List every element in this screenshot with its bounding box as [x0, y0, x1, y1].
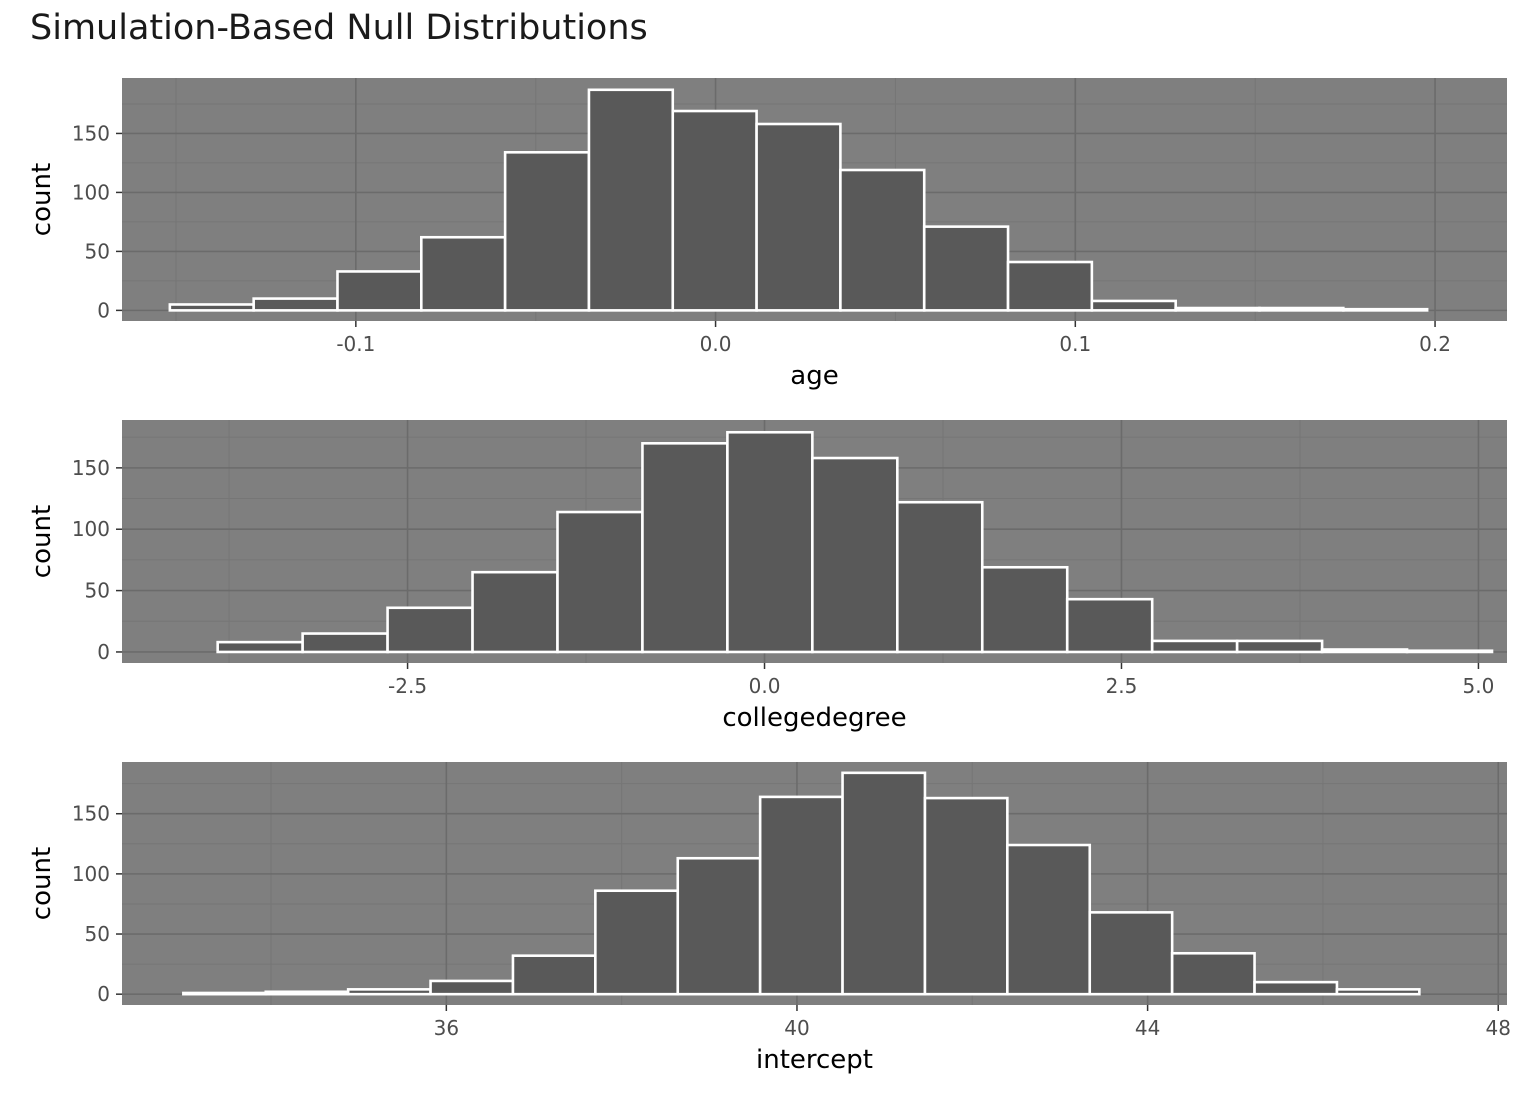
histogram-bar — [896, 500, 984, 654]
histogram-bar — [503, 151, 591, 312]
histogram-bar — [758, 795, 844, 996]
x-tick-label: -0.1 — [336, 332, 375, 356]
histogram-bar — [1235, 639, 1324, 654]
histogram-bar — [216, 640, 304, 654]
histogram-bar — [676, 856, 762, 996]
histogram-bar — [923, 796, 1009, 996]
histogram-bar — [841, 771, 927, 996]
histogram-bar — [1065, 597, 1154, 654]
histogram-bar — [301, 632, 389, 654]
histogram-bar — [1170, 951, 1256, 996]
x-tick-label: 0.1 — [1059, 332, 1091, 356]
histogram-bar — [1090, 299, 1177, 312]
histogram-bar — [420, 235, 507, 312]
y-tick-label: 100 — [72, 180, 110, 204]
y-tick-label: 50 — [85, 579, 110, 603]
y-tick-label: 150 — [72, 121, 110, 145]
histogram-bar — [594, 889, 680, 996]
histogram-bar — [671, 109, 758, 312]
y-tick-label: 50 — [85, 922, 110, 946]
histogram-bar — [386, 606, 474, 654]
x-tick-label: 0.0 — [749, 674, 781, 698]
histogram-bar — [641, 442, 729, 654]
y-tick-label: 100 — [72, 862, 110, 886]
histogram-bar — [1150, 639, 1239, 654]
x-tick-label: 0.2 — [1419, 332, 1451, 356]
histogram-bar — [1320, 648, 1409, 654]
histogram-panel-intercept: 36 40 44 48 0 50 100 150 intercept count — [27, 762, 1511, 1075]
x-tick-label: 44 — [1135, 1016, 1160, 1040]
histogram-bar — [922, 225, 1010, 312]
x-tick-label: 40 — [784, 1016, 809, 1040]
x-axis-title: intercept — [756, 1045, 873, 1075]
y-axis-title: count — [27, 163, 57, 236]
histogram-bar — [511, 954, 597, 996]
y-tick-label: 0 — [97, 982, 110, 1006]
histogram-bar — [1253, 980, 1339, 996]
histogram-bar — [168, 303, 255, 312]
histogram-bar — [1006, 843, 1092, 996]
histogram-bar — [346, 988, 432, 996]
histogram-bar — [1335, 988, 1421, 996]
y-tick-label: 50 — [85, 239, 110, 263]
histogram-bar — [726, 430, 814, 654]
histogram-bar — [264, 990, 350, 996]
y-tick-label: 150 — [72, 456, 110, 480]
histogram-bar — [556, 510, 644, 654]
x-axis-title: age — [790, 361, 838, 391]
y-tick-label: 0 — [97, 640, 110, 664]
histogram-panel-age: -0.1 0.0 0.1 0.2 0 50 100 150 age count — [27, 78, 1507, 391]
histogram-bar — [471, 570, 559, 654]
histogram-bar — [587, 88, 675, 312]
x-tick-label: 5.0 — [1463, 674, 1495, 698]
histogram-bar — [1405, 649, 1494, 654]
histogram-bar — [1342, 307, 1429, 312]
histogram-panel-collegedegree: -2.5 0.0 2.5 5.0 0 50 100 150 collegedegree count — [27, 420, 1507, 733]
y-axis-title: count — [27, 505, 57, 578]
x-tick-label: 0.0 — [700, 332, 732, 356]
x-axis-title: collegedegree — [722, 703, 906, 733]
y-axis-title: count — [27, 847, 57, 920]
y-tick-label: 100 — [72, 517, 110, 541]
histogram-bar — [839, 168, 926, 312]
histogram-bar — [980, 565, 1069, 654]
histogram-bar — [811, 456, 899, 654]
x-tick-label: 48 — [1486, 1016, 1511, 1040]
figure-title: Simulation-Based Null Distributions — [30, 8, 648, 48]
histogram-bar — [252, 297, 339, 312]
histogram-bar — [182, 991, 268, 996]
y-tick-label: 150 — [72, 802, 110, 826]
histogram-bar — [429, 979, 515, 996]
histogram-bar — [755, 122, 842, 312]
x-tick-label: 2.5 — [1106, 674, 1138, 698]
y-tick-label: 0 — [97, 298, 110, 322]
histogram-bar — [336, 270, 423, 312]
histogram-bar — [1258, 306, 1345, 312]
x-tick-label: -2.5 — [388, 674, 427, 698]
x-tick-label: 36 — [434, 1016, 459, 1040]
histogram-bar — [1088, 911, 1174, 996]
histogram-bar — [1006, 260, 1094, 312]
histogram-bar — [1174, 306, 1261, 312]
